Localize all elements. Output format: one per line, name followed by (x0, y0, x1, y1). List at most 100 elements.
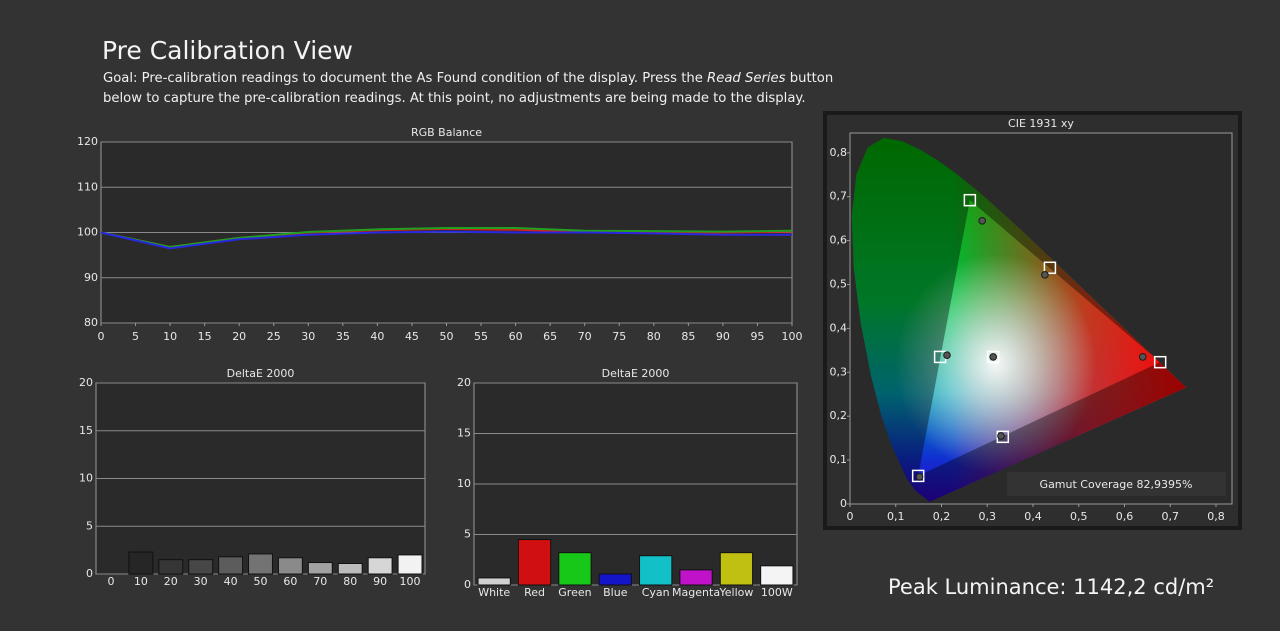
x-tick-label: 65 (543, 330, 557, 343)
x-tick-label: 10 (163, 330, 177, 343)
annotation-box (1007, 472, 1226, 496)
bar (307, 562, 333, 575)
y-tick-label: 90 (84, 271, 98, 284)
target-marker (963, 193, 977, 207)
y-tick-label: 0,1 (830, 453, 848, 466)
x-tick-label: 0,4 (1024, 510, 1042, 523)
y-tick-label: 10 (79, 472, 93, 485)
measured-marker (997, 432, 1005, 440)
x-tick-label: 60 (283, 575, 297, 588)
bar (218, 556, 244, 575)
x-tick-label: 10 (134, 575, 148, 588)
x-tick-label: 95 (750, 330, 764, 343)
bar (158, 559, 184, 575)
x-tick-label: 0,7 (1161, 510, 1179, 523)
goal-text-part: Goal: Pre-calibration readings to docume… (103, 71, 703, 86)
bar (598, 573, 632, 586)
x-tick-label: 25 (267, 330, 281, 343)
x-tick-label: Green (558, 586, 591, 599)
chart-title: RGB Balance (411, 126, 482, 139)
y-tick-label: 10 (457, 477, 471, 490)
x-tick-label: 35 (336, 330, 350, 343)
bar (277, 557, 303, 575)
target-marker (1043, 261, 1057, 275)
x-tick-label: 100 (400, 575, 421, 588)
bar (337, 562, 363, 575)
bar (128, 551, 154, 575)
x-tick-label: 0,8 (1207, 510, 1225, 523)
x-tick-label: 40 (370, 330, 384, 343)
y-tick-label: 120 (77, 135, 98, 148)
y-tick-label: 5 (86, 519, 93, 532)
measured-marker (1138, 353, 1147, 361)
goal-text-part: button below to capture the pre-calibrat… (103, 71, 834, 106)
x-tick-label: 0,1 (887, 510, 905, 523)
y-tick-label: 80 (84, 316, 98, 329)
spectral-locus (851, 137, 1187, 502)
y-tick-label: 100 (77, 226, 98, 239)
x-tick-label: 55 (474, 330, 488, 343)
goal-emphasis: Read Series (707, 71, 786, 86)
series-line (100, 230, 792, 250)
y-tick-label: 15 (457, 427, 471, 440)
x-tick-label: 0 (847, 510, 854, 523)
x-tick-label: 100 (782, 330, 803, 343)
bar (679, 569, 713, 586)
x-tick-label: 50 (254, 575, 268, 588)
gamut-shade (851, 137, 1187, 502)
y-tick-label: 0 (464, 578, 471, 591)
x-tick-label: 90 (373, 575, 387, 588)
x-tick-label: White (478, 586, 510, 599)
x-tick-label: 0 (107, 575, 114, 588)
x-tick-label: Cyan (642, 586, 670, 599)
x-tick-label: 15 (198, 330, 212, 343)
bar (477, 577, 511, 586)
measured-marker (943, 351, 951, 359)
bar (517, 539, 552, 586)
x-tick-label: 70 (578, 330, 592, 343)
measured-marker (989, 353, 997, 361)
goal-text: Goal: Pre-calibration readings to docume… (103, 69, 863, 109)
x-tick-label: 0,5 (1070, 510, 1088, 523)
y-tick-label: 0 (840, 497, 847, 510)
y-tick-label: 0,2 (830, 409, 848, 422)
y-tick-label: 15 (79, 424, 93, 437)
x-tick-label: 30 (301, 330, 315, 343)
measured-marker (915, 472, 924, 481)
x-tick-label: 0,3 (978, 510, 996, 523)
x-tick-label: 20 (164, 575, 178, 588)
gamut-coverage: Gamut Coverage 82,9395% (1040, 478, 1193, 491)
x-tick-label: 20 (232, 330, 246, 343)
x-tick-label: 75 (612, 330, 626, 343)
y-tick-label: 0,7 (830, 190, 848, 203)
y-tick-label: 0,6 (830, 234, 848, 247)
x-tick-label: 90 (716, 330, 730, 343)
x-tick-label: Yellow (719, 586, 754, 599)
series-line (100, 226, 793, 248)
y-tick-label: 0,5 (830, 277, 848, 290)
x-tick-label: 0 (98, 330, 105, 343)
chart-title: DeltaE 2000 (602, 367, 670, 380)
bar (248, 553, 273, 575)
x-tick-label: 85 (681, 330, 695, 343)
x-tick-label: 0,2 (933, 510, 951, 523)
x-tick-label: 0,6 (1116, 510, 1134, 523)
y-tick-label: 20 (457, 376, 471, 389)
target-marker (986, 350, 1000, 364)
y-tick-label: 20 (79, 376, 93, 389)
x-tick-label: 40 (224, 575, 238, 588)
bar (558, 552, 592, 586)
peak-luminance: Peak Luminance: 1142,2 cd/m² (888, 575, 1215, 599)
bar (367, 557, 393, 575)
y-tick-label: 0 (86, 567, 93, 580)
chart-title: CIE 1931 xy (1008, 117, 1074, 130)
y-tick-label: 0,3 (830, 365, 848, 378)
y-tick-label: 110 (77, 180, 98, 193)
x-tick-label: Red (524, 586, 545, 599)
measured-marker (1041, 271, 1049, 279)
target-marker (1153, 355, 1167, 369)
chart-title: DeltaE 2000 (227, 367, 295, 380)
target-marker (911, 469, 925, 483)
